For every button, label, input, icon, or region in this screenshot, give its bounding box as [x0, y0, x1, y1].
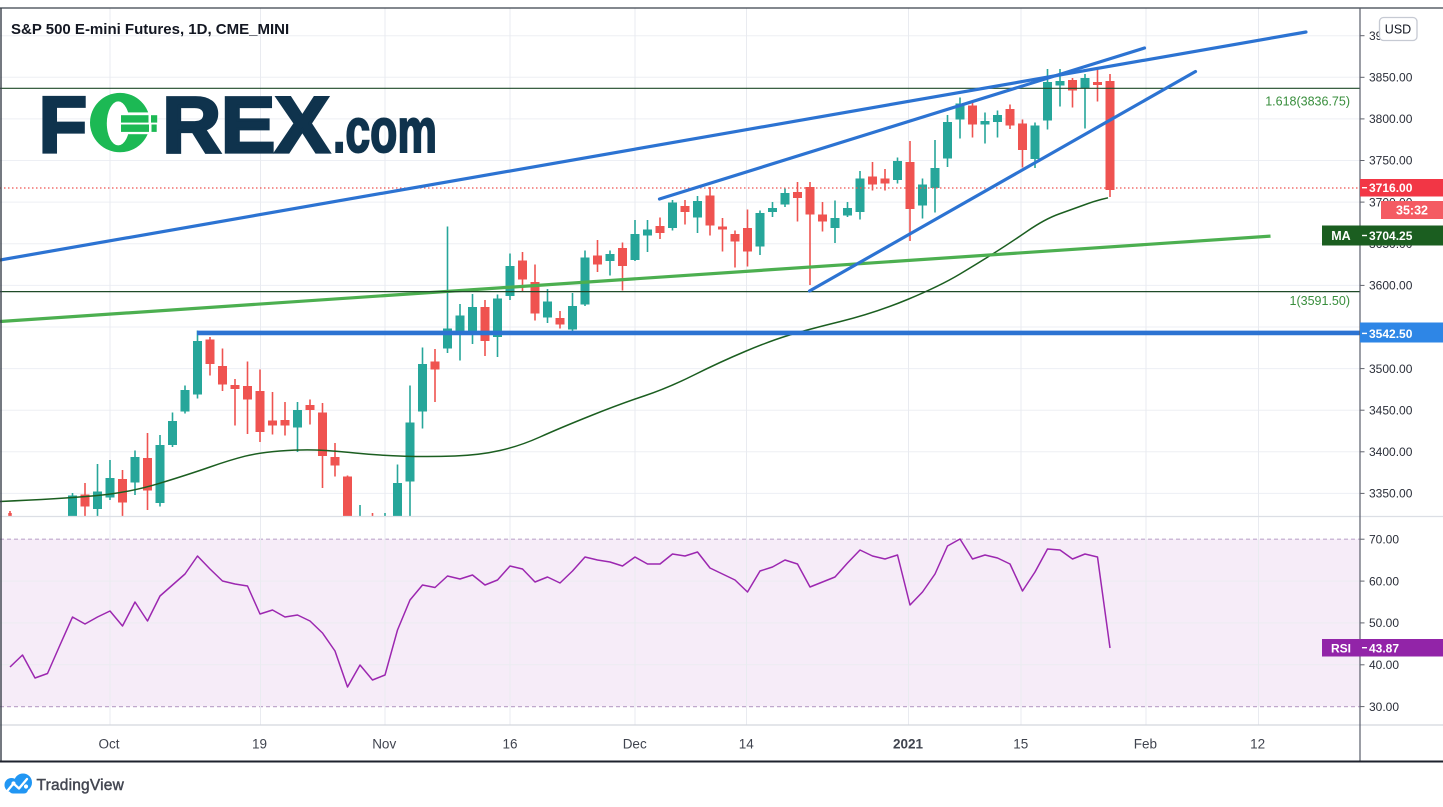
- svg-text:3704.25: 3704.25: [1369, 229, 1413, 243]
- svg-text:MA: MA: [1331, 229, 1350, 243]
- svg-text:.com: .com: [333, 97, 437, 166]
- svg-text:F: F: [39, 80, 87, 169]
- svg-text:19: 19: [252, 736, 267, 751]
- svg-text:3450.00: 3450.00: [1369, 403, 1413, 417]
- svg-text:16: 16: [502, 736, 517, 751]
- svg-text:3716.00: 3716.00: [1369, 181, 1413, 195]
- svg-text:USD: USD: [1385, 23, 1411, 37]
- svg-text:3350.00: 3350.00: [1369, 487, 1413, 501]
- svg-text:REX: REX: [162, 80, 329, 169]
- svg-text:RSI: RSI: [1331, 641, 1351, 655]
- svg-text:3850.00: 3850.00: [1369, 71, 1413, 85]
- svg-text:1(3591.50): 1(3591.50): [1290, 294, 1350, 308]
- svg-text:TradingView: TradingView: [37, 777, 125, 794]
- svg-text:S&P 500 E-mini Futures, 1D, CM: S&P 500 E-mini Futures, 1D, CME_MINI: [11, 21, 289, 38]
- svg-text:3600.00: 3600.00: [1369, 279, 1413, 293]
- svg-text:3800.00: 3800.00: [1369, 112, 1413, 126]
- svg-text:14: 14: [739, 736, 755, 751]
- svg-text:43.87: 43.87: [1369, 641, 1399, 655]
- svg-text:30.00: 30.00: [1369, 700, 1399, 714]
- svg-text:60.00: 60.00: [1369, 574, 1399, 588]
- svg-text:12: 12: [1250, 736, 1265, 751]
- svg-text:50.00: 50.00: [1369, 616, 1399, 630]
- svg-text:3750.00: 3750.00: [1369, 154, 1413, 168]
- svg-text:3542.50: 3542.50: [1369, 327, 1413, 341]
- svg-text:2021: 2021: [893, 736, 924, 751]
- svg-text:3500.00: 3500.00: [1369, 362, 1413, 376]
- svg-text:35:32: 35:32: [1396, 204, 1428, 218]
- svg-text:Feb: Feb: [1134, 736, 1157, 751]
- svg-text:Dec: Dec: [623, 736, 647, 751]
- svg-text:40.00: 40.00: [1369, 658, 1399, 672]
- svg-text:1.618(3836.75): 1.618(3836.75): [1265, 95, 1350, 109]
- svg-text:Nov: Nov: [372, 736, 396, 751]
- svg-text:3400.00: 3400.00: [1369, 445, 1413, 459]
- svg-text:15: 15: [1013, 736, 1028, 751]
- svg-text:Oct: Oct: [98, 736, 119, 751]
- svg-text:70.00: 70.00: [1369, 532, 1399, 546]
